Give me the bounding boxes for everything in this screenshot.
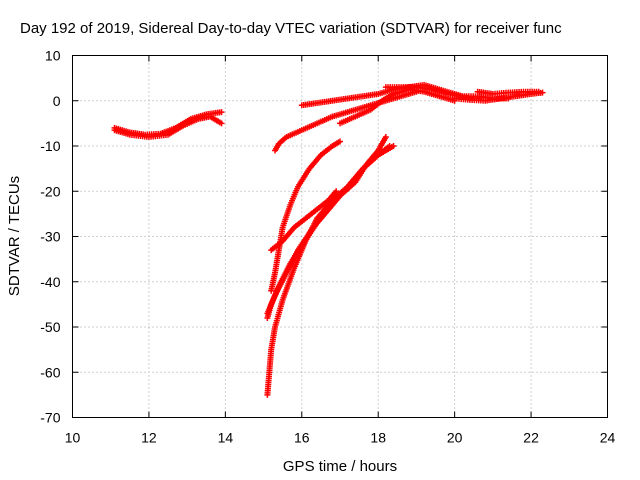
data-point-marker [390, 143, 397, 149]
y-axis-label: SDTVAR / TECUs [6, 176, 23, 296]
data-point-marker [382, 133, 389, 140]
x-tick-label: 14 [218, 430, 234, 446]
series-track-7 [268, 138, 343, 294]
axis-ticks: 10 12 14 16 18 20 22 24 10 0 -10 -20 -30 -40 -50 -60 -70 [40, 48, 615, 446]
y-tick-label: -10 [40, 138, 60, 154]
y-tick-label: 0 [53, 93, 61, 109]
chart-title: Day 192 of 2019, Sidereal Day-to-day VTE… [20, 20, 562, 37]
x-tick-label: 10 [65, 430, 81, 446]
y-tick-label: -20 [40, 183, 60, 199]
x-tick-label: 24 [600, 430, 616, 446]
x-tick-label: 18 [370, 430, 386, 446]
data-point-marker [539, 89, 546, 96]
x-axis-label: GPS time / hours [283, 458, 397, 475]
series-track-13 [451, 89, 546, 104]
grid [72, 55, 608, 418]
x-tick-label: 22 [523, 430, 539, 446]
x-tick-label: 12 [141, 430, 157, 446]
y-tick-label: -50 [40, 319, 60, 335]
series-track-5 [264, 133, 389, 317]
y-tick-label: -70 [40, 410, 60, 426]
series-track-10 [337, 86, 458, 127]
data-points [111, 81, 546, 398]
x-tick-label: 16 [294, 430, 310, 446]
series-track-2 [111, 113, 225, 140]
y-tick-label: 10 [45, 48, 61, 64]
y-tick-label: -40 [40, 274, 60, 290]
data-point-marker [333, 188, 340, 195]
series-track-3 [264, 143, 393, 398]
x-tick-label: 20 [447, 430, 463, 446]
y-tick-label: -60 [40, 364, 60, 380]
data-point-marker [337, 138, 343, 145]
data-point-marker [218, 109, 225, 116]
y-tick-label: -30 [40, 229, 60, 245]
data-point-marker [218, 120, 225, 127]
